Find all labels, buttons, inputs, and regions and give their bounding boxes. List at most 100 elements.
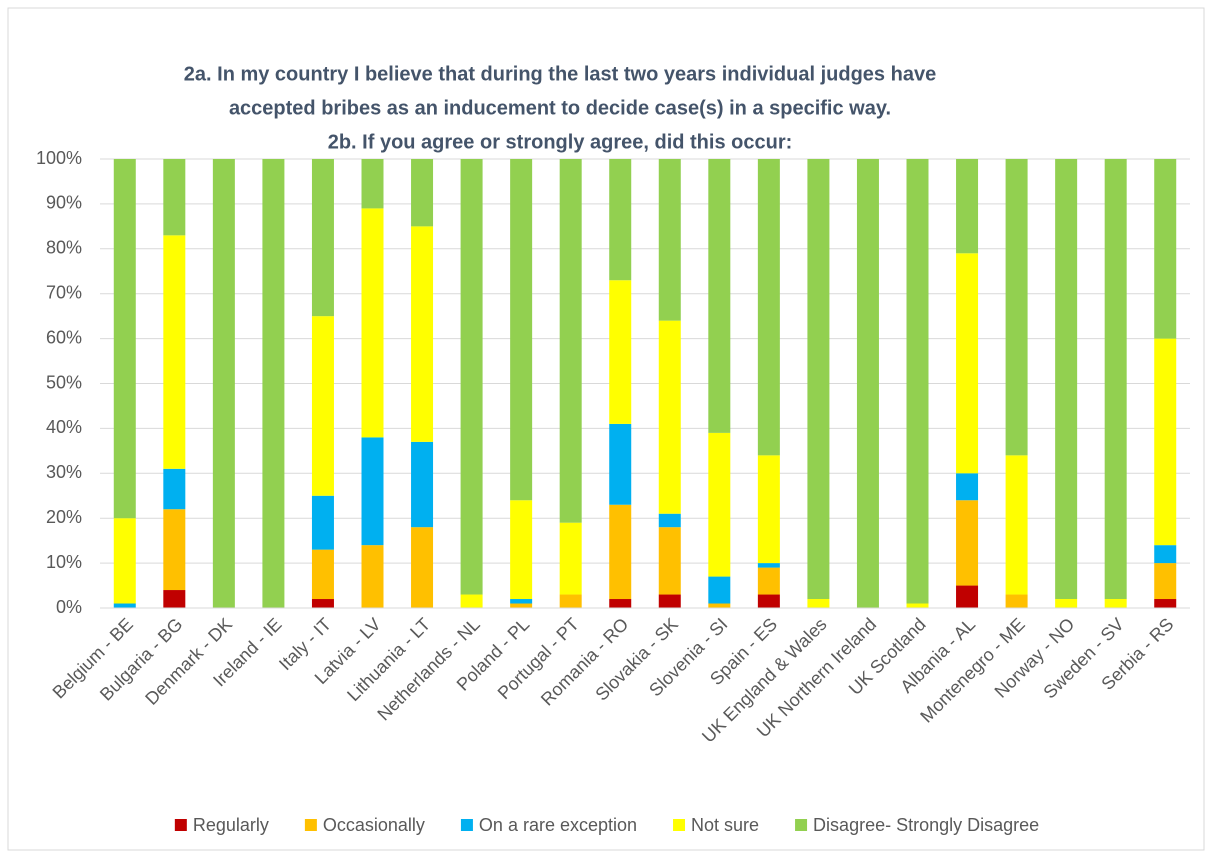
legend-label: Regularly: [193, 815, 269, 835]
bar-segment: [361, 437, 384, 546]
bar-segment: [559, 522, 582, 595]
y-tick-label: 40%: [46, 417, 82, 437]
bar-segment: [559, 159, 582, 523]
bar-segment: [163, 235, 186, 469]
y-tick-label: 50%: [46, 372, 82, 392]
y-tick-label: 60%: [46, 327, 82, 347]
bar-segment: [411, 226, 434, 442]
bar-segment: [1104, 159, 1127, 600]
bar-segment: [658, 513, 681, 528]
bar-segment: [1154, 599, 1177, 608]
bar-segment: [411, 441, 434, 528]
bar-segment: [906, 159, 929, 604]
bar-segment: [113, 518, 136, 604]
bar-segment: [708, 603, 731, 608]
bar-segment: [559, 594, 582, 608]
legend-swatch: [673, 819, 686, 831]
legend-swatch: [304, 819, 317, 831]
bar-segment: [510, 159, 533, 501]
bar-segment: [163, 468, 186, 510]
legend-label: Disagree- Strongly Disagree: [813, 815, 1039, 835]
bar-segment: [757, 159, 780, 456]
legend-label: Not sure: [691, 815, 759, 835]
bar-segment: [163, 590, 186, 608]
bar-segment: [1154, 159, 1177, 339]
bar-segment: [311, 599, 334, 608]
bar-segment: [956, 473, 979, 501]
bar-segment: [757, 594, 780, 608]
chart-border: [7, 7, 1205, 851]
y-tick-label: 90%: [46, 193, 82, 213]
bar-segment: [311, 316, 334, 496]
bar-segment: [1055, 599, 1078, 608]
bar-segment: [163, 159, 186, 236]
y-tick-label: 70%: [46, 282, 82, 302]
bar-segment: [708, 159, 731, 433]
bar-segment: [1154, 338, 1177, 546]
bar-segment: [757, 567, 780, 595]
bar-segment: [510, 603, 533, 608]
bar-segment: [609, 599, 632, 608]
bar-segment: [510, 500, 533, 600]
bar-segment: [708, 432, 731, 577]
bar-segment: [1005, 594, 1028, 608]
bar-segment: [212, 159, 235, 608]
bar-segment: [361, 208, 384, 438]
bar-segment: [609, 280, 632, 424]
bar-segment: [311, 495, 334, 550]
bar-segment: [311, 549, 334, 600]
bar-segment: [807, 159, 830, 600]
bar-segment: [311, 159, 334, 317]
y-tick-label: 80%: [46, 238, 82, 258]
bar-segment: [906, 603, 929, 608]
bar-segment: [411, 527, 434, 608]
legend-swatch: [174, 819, 187, 831]
bar-segment: [658, 594, 681, 608]
chart-title: 2b. If you agree or strongly agree, did …: [328, 131, 793, 153]
bar-segment: [1104, 599, 1127, 608]
chart-title: accepted bribes as an inducement to deci…: [229, 97, 891, 119]
bar-segment: [460, 159, 483, 595]
bar-segment: [609, 423, 632, 505]
legend: Regularly Occasionally On a rare exception…: [174, 815, 1039, 835]
bar-segment: [262, 159, 285, 608]
bar-segment: [658, 527, 681, 595]
bar-segment: [956, 585, 979, 608]
bar-segment: [609, 159, 632, 281]
bar-segment: [411, 159, 434, 227]
bar-segment: [956, 253, 979, 474]
bar-segment: [956, 159, 979, 254]
bar-segment: [113, 603, 136, 608]
bar-segment: [956, 500, 979, 586]
bar-segment: [757, 563, 780, 568]
bar-segment: [658, 159, 681, 321]
y-tick-label: 0%: [56, 597, 82, 617]
bar-segment: [609, 504, 632, 600]
y-tick-label: 30%: [46, 462, 82, 482]
bar-segment: [757, 455, 780, 564]
bar-segment: [1154, 563, 1177, 600]
bar-segment: [856, 159, 879, 608]
bar-segment: [708, 576, 731, 604]
bar-segment: [1005, 455, 1028, 595]
bar-segment: [361, 545, 384, 608]
y-tick-label: 20%: [46, 507, 82, 527]
bar-segment: [1005, 159, 1028, 456]
bar-segment: [113, 159, 136, 519]
legend-swatch: [460, 819, 473, 831]
legend-swatch: [795, 819, 808, 831]
bar-segment: [510, 599, 533, 604]
bar-segment: [658, 320, 681, 514]
bar-segment: [1055, 159, 1078, 600]
bar-segment: [807, 599, 830, 608]
chart-title: 2a. In my country I believe that during …: [184, 63, 936, 85]
legend-label: Occasionally: [323, 815, 425, 835]
bar-segment: [361, 159, 384, 209]
legend-label: On a rare exception: [479, 815, 637, 835]
bar-segment: [1154, 545, 1177, 564]
bar-segment: [163, 509, 186, 591]
y-tick-label: 100%: [36, 148, 82, 168]
y-tick-label: 10%: [46, 552, 82, 572]
bar-segment: [460, 594, 483, 608]
